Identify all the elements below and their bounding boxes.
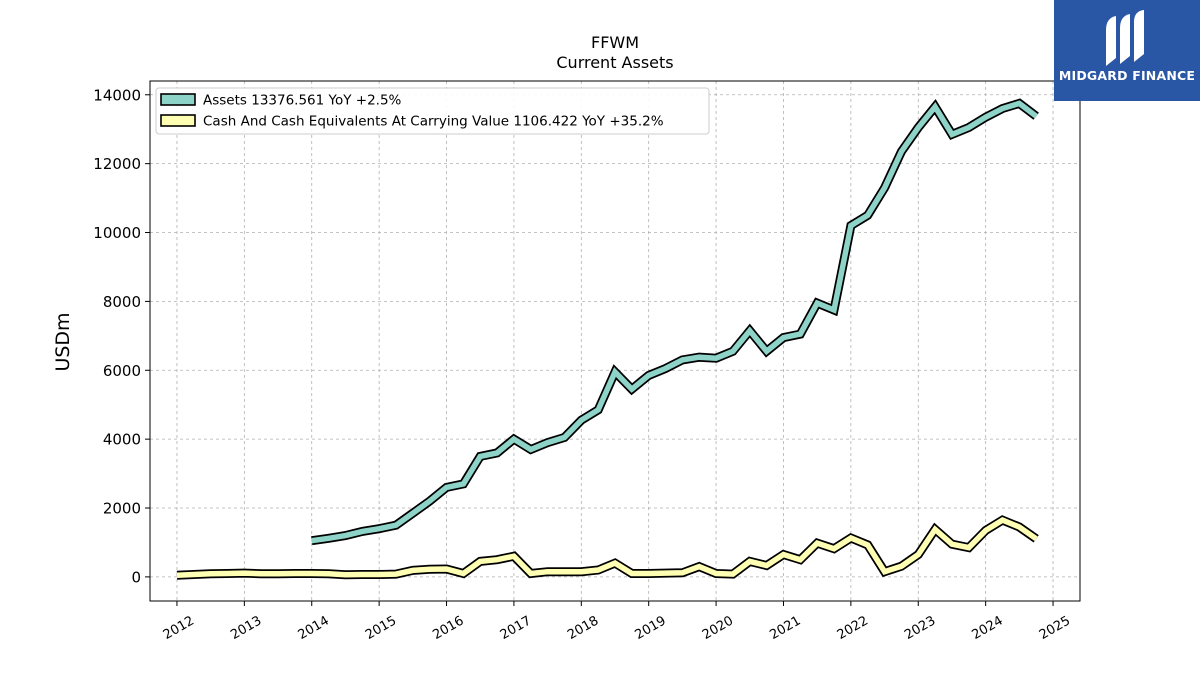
y-tick-label: 4000: [103, 431, 141, 449]
y-tick-label: 12000: [93, 155, 141, 173]
series-outline-0: [311, 98, 1039, 546]
x-tick-label: 2014: [296, 613, 332, 643]
y-tick-label: 8000: [103, 293, 141, 311]
x-tick-label: 2020: [700, 613, 736, 643]
x-tick-label: 2019: [633, 613, 669, 643]
x-tick-label: 2021: [767, 613, 803, 643]
y-tick-label: 2000: [103, 500, 141, 518]
y-axis-label: USDm: [52, 312, 74, 371]
x-tick-label: 2017: [498, 613, 534, 643]
chart-subtitle: Current Assets: [556, 53, 673, 72]
logo-text: MIDGARD FINANCE: [1058, 68, 1196, 83]
series-line-1: [176, 517, 1038, 578]
y-tick-label: 10000: [93, 224, 141, 242]
legend: Assets 13376.561 YoY +2.5% Cash And Cash…: [155, 87, 710, 135]
x-axis: 2012 2013 2014 2015 2016 2017 2018 2019 2020 2021…: [161, 601, 1073, 643]
x-tick-label: 2016: [430, 613, 466, 643]
legend-box: [155, 87, 710, 135]
x-tick-label: 2024: [969, 613, 1005, 643]
x-tick-label: 2012: [161, 613, 197, 643]
grid: [150, 81, 1080, 601]
y-tick-label: 14000: [93, 86, 141, 104]
legend-label-assets: Assets 13376.561 YoY +2.5%: [203, 93, 402, 109]
chart-title: FFWM: [591, 33, 639, 52]
legend-swatch-cash: [160, 114, 196, 127]
x-tick-label: 2022: [835, 613, 871, 643]
series-layer: [176, 98, 1039, 580]
x-tick-label: 2018: [565, 613, 601, 643]
legend-label-cash: Cash And Cash Equivalents At Carrying Va…: [203, 114, 664, 130]
x-tick-label: 2023: [902, 613, 938, 643]
logo-mark-icon: [1106, 10, 1144, 66]
midgard-finance-logo: MIDGARD FINANCE: [1054, 0, 1200, 101]
y-tick-label: 0: [131, 568, 141, 586]
series-line-0: [311, 100, 1038, 544]
plot-frame: [149, 80, 1081, 602]
y-axis: 0 2000 4000 6000 8000 10000 12000 14000: [93, 86, 150, 586]
x-tick-label: 2013: [228, 613, 264, 643]
x-tick-label: 2025: [1037, 613, 1073, 643]
x-tick-label: 2015: [363, 613, 399, 643]
y-tick-label: 6000: [103, 362, 141, 380]
legend-swatch-assets: [160, 93, 196, 106]
